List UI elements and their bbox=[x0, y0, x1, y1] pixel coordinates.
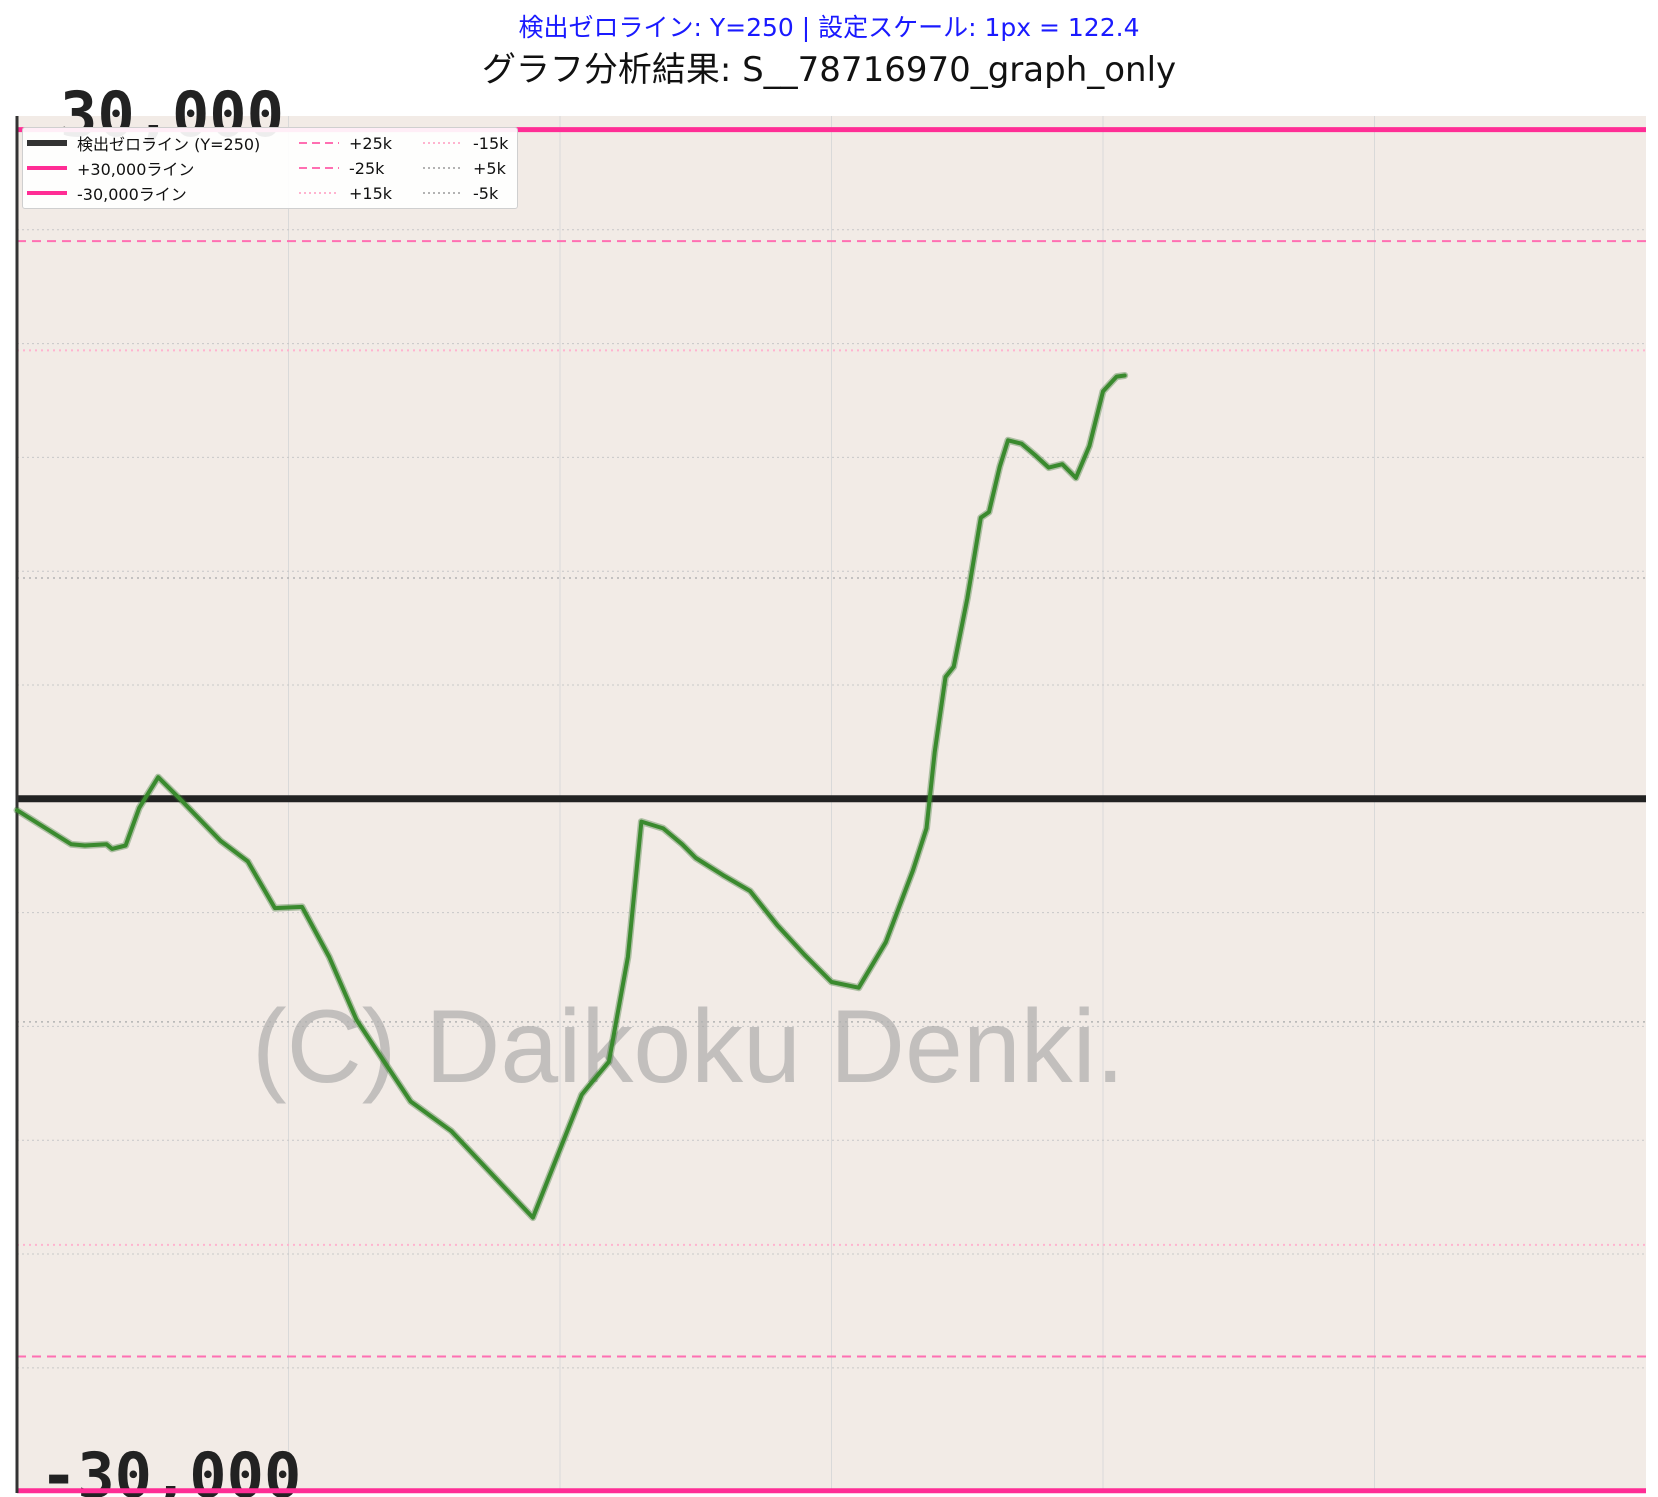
chart-subtitle: 検出ゼロライン: Y=250 | 設定スケール: 1px = 122.4 bbox=[518, 13, 1140, 42]
legend-swatch bbox=[299, 192, 339, 194]
chart-title: グラフ分析結果: S__78716970_graph_only bbox=[481, 50, 1177, 90]
legend-swatch bbox=[299, 142, 339, 144]
series-layer bbox=[13, 372, 1129, 1222]
legend-label: -5k bbox=[473, 183, 499, 203]
legend-label: 検出ゼロライン (Y=250) bbox=[77, 135, 261, 154]
legend-item: +30,000ライン bbox=[27, 157, 194, 179]
legend-label: +15k bbox=[349, 183, 393, 203]
legend-item: -5k bbox=[423, 182, 498, 204]
legend: 検出ゼロライン (Y=250) +30,000ライン -30,000ライン +25k -… bbox=[22, 127, 518, 209]
legend-swatch bbox=[299, 167, 339, 169]
legend-item: 検出ゼロライン (Y=250) bbox=[27, 132, 260, 154]
legend-swatch bbox=[423, 167, 463, 169]
legend-item: -15k bbox=[423, 132, 508, 154]
legend-swatch bbox=[27, 191, 67, 195]
legend-swatch bbox=[27, 166, 67, 170]
legend-item: -25k bbox=[299, 157, 384, 179]
legend-item: +25k bbox=[299, 132, 392, 154]
legend-item: -30,000ライン bbox=[27, 182, 187, 204]
legend-swatch bbox=[27, 140, 67, 146]
legend-label: +25k bbox=[349, 133, 393, 153]
y-tick-label-bottom: -30,000 bbox=[40, 1439, 301, 1497]
legend-swatch bbox=[423, 142, 463, 144]
legend-item: +5k bbox=[423, 157, 506, 179]
series-line-1 bbox=[15, 373, 1127, 1220]
legend-label: -25k bbox=[349, 158, 385, 178]
legend-label: +30,000ライン bbox=[77, 160, 195, 179]
legend-label: +5k bbox=[473, 158, 506, 178]
legend-item: +15k bbox=[299, 182, 392, 204]
watermark: (C) Daikoku Denki. bbox=[252, 989, 1125, 1105]
legend-swatch bbox=[423, 192, 463, 194]
legend-label: -15k bbox=[473, 133, 509, 153]
legend-label: -30,000ライン bbox=[77, 185, 187, 204]
grid-layer bbox=[17, 116, 1646, 1493]
